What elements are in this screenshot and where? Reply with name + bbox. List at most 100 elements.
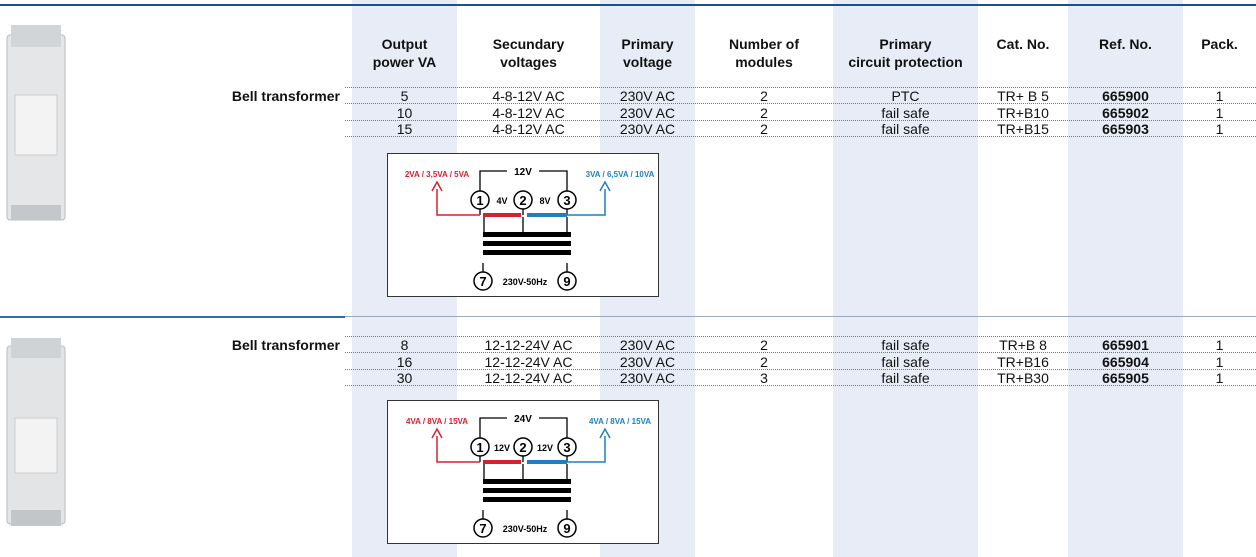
wiring-diagram: 12V 2VA / 3,5VA / 5VA 3VA / 6,5VA / 10VA 4V… bbox=[387, 153, 659, 297]
table-cell: 2 bbox=[760, 121, 768, 137]
table-cell: 1 bbox=[1215, 353, 1224, 370]
wire bbox=[479, 456, 568, 520]
table-cell: 230V AC bbox=[619, 353, 676, 370]
table-cell: 2 bbox=[760, 337, 768, 353]
winding bbox=[483, 213, 521, 217]
winding bbox=[527, 460, 567, 464]
table-cell: fail safe bbox=[881, 353, 930, 370]
arrow-head bbox=[431, 180, 443, 192]
column-header: power VA bbox=[372, 54, 437, 70]
column-header: circuit protection bbox=[848, 54, 963, 70]
total-voltage: 24V bbox=[514, 414, 532, 425]
product-image bbox=[6, 25, 66, 221]
table-cell: 5 bbox=[400, 88, 409, 104]
terminal bbox=[470, 437, 490, 457]
terminal bbox=[470, 190, 490, 210]
table-cell: 1 bbox=[1215, 121, 1224, 137]
table-cell: 665904 bbox=[1102, 353, 1149, 370]
top-rule bbox=[0, 4, 1256, 6]
terminal bbox=[513, 190, 533, 210]
column-header: voltages bbox=[500, 54, 557, 70]
table-cell: TR+B16 bbox=[997, 353, 1049, 370]
row-rule bbox=[345, 136, 1256, 137]
table-cell: 1 bbox=[1215, 104, 1224, 121]
table-cell: 16 bbox=[396, 353, 413, 370]
primary-label: 230V-50Hz bbox=[503, 524, 548, 534]
row-rule bbox=[345, 385, 1256, 386]
column-header: Output bbox=[381, 36, 428, 52]
table-cell: 665902 bbox=[1102, 104, 1149, 121]
wire bbox=[483, 464, 568, 479]
output-arrow bbox=[436, 436, 480, 463]
table-cell: 230V AC bbox=[619, 88, 676, 104]
arrow-head bbox=[599, 180, 611, 192]
column-header: Primary bbox=[879, 36, 932, 52]
table-cell: 230V AC bbox=[619, 121, 676, 137]
table-cell: 1 bbox=[1215, 88, 1224, 104]
output-arrow bbox=[567, 189, 606, 216]
terminal bbox=[557, 271, 577, 291]
section-rule bbox=[345, 316, 1256, 317]
table-cell: 4-8-12V AC bbox=[492, 88, 565, 104]
section-label: Bell transformer bbox=[231, 337, 340, 353]
core-bar bbox=[483, 241, 571, 246]
output-arrow bbox=[567, 436, 606, 463]
row-rule bbox=[345, 368, 1256, 370]
column-header: Secundary bbox=[492, 36, 565, 52]
table-cell: 4-8-12V AC bbox=[492, 121, 565, 137]
winding bbox=[483, 460, 521, 464]
core-bar bbox=[483, 479, 571, 484]
table-cell: TR+B10 bbox=[997, 104, 1049, 121]
row-rule bbox=[345, 352, 1256, 353]
table-cell: 1 bbox=[1215, 337, 1224, 353]
table-cell: TR+B15 bbox=[997, 121, 1049, 137]
column-header: voltage bbox=[622, 54, 672, 70]
terminal-number: 1 bbox=[476, 440, 483, 455]
wire bbox=[479, 417, 568, 438]
terminal bbox=[557, 518, 577, 538]
primary-label: 230V-50Hz bbox=[503, 277, 548, 287]
row-rule bbox=[345, 103, 1256, 104]
table-cell: 8 bbox=[400, 337, 409, 353]
table-cell: fail safe bbox=[881, 104, 930, 121]
table-cell: 665901 bbox=[1102, 337, 1149, 353]
terminal bbox=[557, 437, 577, 457]
table-cell: 12-12-24V AC bbox=[484, 353, 573, 370]
table-cell: 3 bbox=[760, 370, 768, 386]
column-shade bbox=[1068, 0, 1183, 557]
wire bbox=[483, 217, 568, 232]
arrow-head bbox=[431, 427, 443, 439]
wire bbox=[479, 170, 568, 191]
table-cell: 12-12-24V AC bbox=[484, 370, 573, 386]
core-bar bbox=[483, 250, 571, 255]
terminal bbox=[513, 437, 533, 457]
terminal-number: 7 bbox=[479, 274, 486, 289]
terminal-number: 9 bbox=[563, 521, 570, 536]
output-label: 3VA / 6,5VA / 10VA bbox=[586, 170, 655, 179]
terminal-number: 3 bbox=[563, 193, 570, 208]
table-cell: TR+ B 5 bbox=[997, 88, 1049, 104]
column-header: Cat. No. bbox=[996, 36, 1050, 52]
product-image bbox=[6, 338, 66, 526]
terminal-number: 9 bbox=[563, 274, 570, 289]
core-bar bbox=[483, 497, 571, 502]
output-label: 4VA / 8VA / 15VA bbox=[406, 417, 468, 426]
winding-voltage: 8V bbox=[539, 196, 550, 206]
terminal-number: 7 bbox=[479, 521, 486, 536]
table-cell: 665903 bbox=[1102, 121, 1149, 137]
table-cell: 665905 bbox=[1102, 370, 1149, 386]
terminal bbox=[473, 518, 493, 538]
core-bar bbox=[483, 232, 571, 237]
column-header: Pack. bbox=[1201, 36, 1238, 52]
output-arrow bbox=[436, 189, 480, 216]
table-cell: 230V AC bbox=[619, 104, 676, 121]
row-rule bbox=[345, 336, 1256, 337]
column-header: Number of bbox=[729, 36, 799, 52]
output-label: 4VA / 8VA / 15VA bbox=[589, 417, 651, 426]
table-cell: PTC bbox=[891, 88, 920, 104]
table-cell: 2 bbox=[760, 88, 768, 104]
terminal bbox=[557, 190, 577, 210]
arrow-head bbox=[599, 427, 611, 439]
